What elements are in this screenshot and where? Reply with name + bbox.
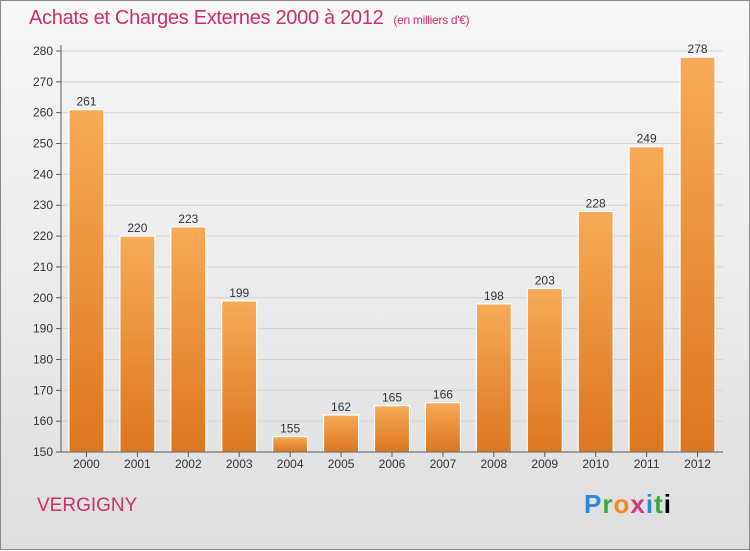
y-tick-label: 180	[33, 352, 53, 366]
bar	[170, 226, 207, 453]
data-label: 198	[484, 289, 504, 303]
x-tick-label: 2002	[175, 457, 202, 471]
data-label: 223	[178, 212, 198, 226]
axes	[60, 45, 723, 453]
data-label: 165	[382, 391, 402, 405]
data-label: 261	[76, 95, 96, 109]
data-label: 228	[586, 196, 606, 210]
x-tick-labels: 2000 2001 2002 2003 2004 2005 2006 2007 2008 2009…	[73, 452, 711, 471]
y-tick-label: 250	[33, 137, 53, 151]
x-tick-label: 2012	[684, 457, 711, 471]
x-tick-label: 2010	[582, 457, 609, 471]
y-tick-label: 220	[33, 229, 53, 243]
x-tick-label: 2005	[328, 457, 355, 471]
data-label: 220	[127, 221, 147, 235]
y-tick-label: 240	[33, 167, 53, 181]
proxiti-logo: Proxiti	[584, 489, 672, 520]
data-label: 199	[229, 286, 249, 300]
bar	[68, 109, 105, 453]
title-text: Achats et Charges Externes 2000 à 2012	[29, 7, 384, 29]
bar	[322, 414, 360, 453]
data-label: 162	[331, 400, 351, 414]
x-tick-label: 2003	[226, 457, 253, 471]
x-tick-label: 2011	[634, 457, 660, 471]
bar	[272, 435, 309, 453]
bar	[119, 235, 156, 453]
logo-letter: t	[654, 489, 664, 519]
data-label: 249	[637, 132, 657, 146]
x-tick-label: 2004	[277, 457, 304, 471]
chart-title: Achats et Charges Externes 2000 à 2012 (e…	[29, 7, 470, 30]
y-tick-labels: 150 160 170 180 190 200 210 220 230 240 250 260 270 2…	[33, 44, 53, 459]
logo-letter: i	[645, 489, 655, 519]
y-tick-label: 260	[33, 106, 53, 120]
title-unit: (en milliers d'€)	[393, 13, 470, 27]
x-tick-label: 2006	[379, 457, 406, 471]
city-name: VERGIGNY	[37, 495, 138, 516]
logo-letter: o	[613, 489, 631, 519]
x-tick-label: 2009	[531, 457, 558, 471]
y-tick-label: 230	[33, 198, 53, 212]
y-tick-label: 200	[33, 291, 53, 305]
bar	[221, 300, 258, 453]
y-tick-label: 190	[33, 322, 53, 336]
y-tick-label: 160	[33, 414, 53, 428]
x-tick-label: 2007	[430, 457, 457, 471]
data-label: 203	[535, 274, 555, 288]
bar	[526, 287, 563, 453]
x-tick-label: 2000	[73, 457, 100, 471]
bars	[68, 56, 716, 453]
bar	[475, 303, 512, 453]
bar	[628, 146, 665, 453]
data-label: 155	[280, 422, 300, 436]
bar	[679, 56, 716, 453]
data-label: 166	[433, 388, 453, 402]
bar	[577, 210, 614, 453]
logo-letter: r	[602, 489, 614, 519]
logo-letter: P	[584, 489, 603, 519]
y-tick-label: 270	[33, 75, 53, 89]
bar	[424, 402, 462, 453]
y-tick-label: 210	[33, 260, 53, 274]
y-tick-label: 280	[33, 44, 53, 58]
logo-letter: i	[663, 489, 672, 519]
logo-letter: x	[630, 489, 646, 519]
data-labels: 261 220 223 199 155 162 165 166 198 203 228 249 278	[76, 42, 707, 435]
x-tick-label: 2008	[480, 457, 507, 471]
x-tick-label: 2001	[124, 457, 151, 471]
bar	[373, 405, 411, 453]
y-tick-label: 170	[33, 383, 53, 397]
y-tick-label: 150	[33, 445, 53, 459]
data-label: 278	[688, 42, 708, 56]
